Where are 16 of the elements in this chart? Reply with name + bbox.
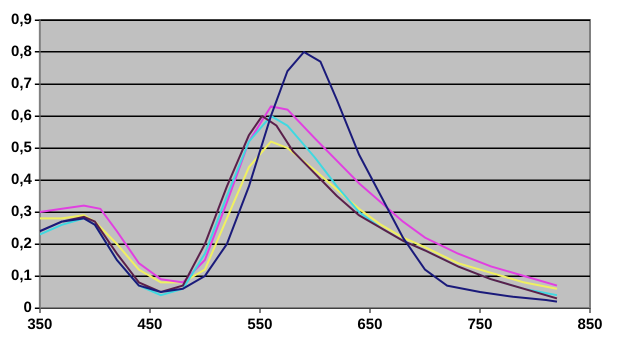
x-tick-label: 350 [27, 316, 52, 334]
x-tick-label: 650 [357, 316, 382, 334]
y-tick-label: 0,5 [10, 139, 32, 156]
y-tick-label: 0,1 [10, 267, 32, 284]
y-tick-label: 0,6 [10, 107, 32, 124]
y-tick-label: 0 [24, 299, 32, 316]
y-tick-label: 0,2 [10, 235, 32, 252]
x-tick-label: 750 [467, 316, 492, 334]
y-tick-label: 0,4 [10, 171, 32, 188]
y-tick-label: 0,3 [10, 203, 32, 220]
x-tick-label: 550 [247, 316, 272, 334]
y-tick-label: 0,7 [10, 75, 32, 92]
x-tick-label: 850 [577, 316, 603, 334]
y-tick-label: 0,8 [10, 43, 32, 60]
y-tick-label: 0,9 [10, 11, 32, 28]
x-tick-label: 450 [137, 316, 162, 334]
